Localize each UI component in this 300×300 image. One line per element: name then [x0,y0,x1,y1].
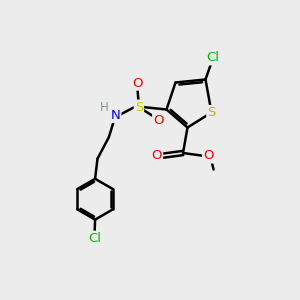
Text: H: H [100,100,109,114]
Text: S: S [135,100,143,114]
Text: O: O [152,149,162,163]
Text: S: S [207,106,216,119]
Text: O: O [203,149,214,163]
Text: O: O [132,76,143,90]
Text: Cl: Cl [206,51,220,64]
Text: N: N [111,109,120,122]
Text: Cl: Cl [88,232,101,245]
Text: O: O [153,114,164,127]
